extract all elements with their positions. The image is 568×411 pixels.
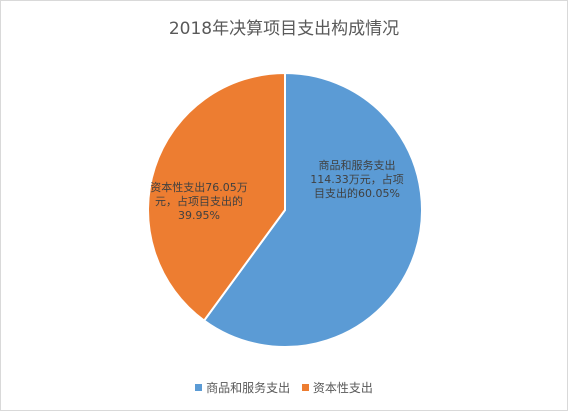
legend-swatch-capital [301, 384, 309, 391]
pie-slice-goods-services [202, 71, 423, 348]
legend-item-capital: 资本性支出 [301, 379, 373, 396]
slice-label-goods-services: 商品和服务支出 114.33万元，占项目支出的60.05% [310, 158, 404, 200]
slice-label-goods-services-line: 商品和服务支出 [319, 158, 396, 172]
slice-label-capital-line: 39.95% [178, 209, 220, 222]
legend-label-capital: 资本性支出 [312, 381, 373, 395]
legend-label-goods-services: 商品和服务支出 [206, 381, 291, 395]
slice-label-capital: 资本性支出76.05万元，占项目支出的 39.95% [150, 180, 248, 222]
slice-label-goods-services-line: 114.33万元，占项 [310, 172, 404, 186]
legend-item-goods-services: 商品和服务支出 [195, 379, 290, 396]
chart-title: 2018年决算项目支出构成情况 [168, 19, 400, 39]
slice-label-capital-line: 元，占项目支出的 [155, 194, 243, 208]
pie-slice-capital [147, 71, 286, 322]
legend-swatch-goods-services [195, 384, 203, 391]
slice-label-capital-line: 资本性支出76.05万 [150, 180, 248, 194]
slice-label-goods-services-line: 目支出的60.05% [314, 186, 400, 200]
legend: 商品和服务支出 资本性支出 [1, 379, 567, 396]
